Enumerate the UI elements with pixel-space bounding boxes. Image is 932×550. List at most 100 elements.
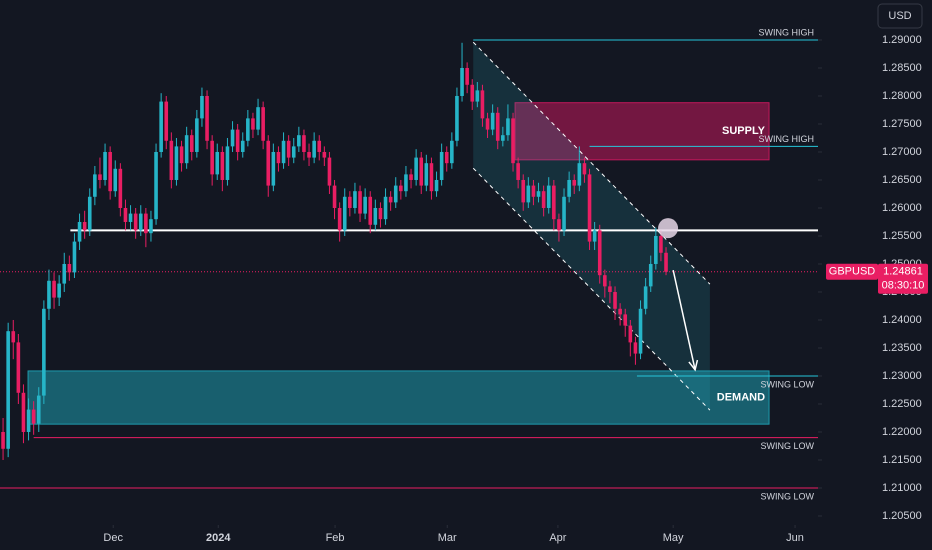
candle-body — [567, 179, 571, 197]
candle-body — [490, 112, 495, 130]
level-label: SWING LOW — [761, 491, 815, 501]
candle-body — [353, 191, 357, 208]
candle-body — [164, 101, 169, 141]
y-tick-label: 1.21500 — [882, 454, 922, 466]
candle-body — [220, 151, 225, 180]
x-tick-label: Mar — [438, 532, 457, 544]
candle-body — [93, 174, 97, 197]
y-tick-label: 1.26500 — [882, 174, 922, 186]
candle-body — [475, 90, 480, 102]
y-tick-label: 1.20500 — [882, 510, 922, 522]
candle-body — [67, 263, 72, 273]
x-tick-label: Apr — [549, 532, 566, 544]
candle-body — [118, 168, 123, 208]
candle-body — [450, 140, 454, 164]
candle-body — [404, 174, 408, 192]
last-price-label: 1.24861 — [883, 266, 923, 278]
candle-body — [470, 84, 475, 102]
candle-body — [26, 409, 31, 432]
candle-body — [424, 163, 429, 186]
candle-body — [633, 342, 638, 354]
candle-body — [511, 118, 515, 164]
candle-body — [291, 146, 296, 158]
candle-body — [246, 118, 250, 141]
candle-body — [664, 252, 668, 272]
candle-body — [98, 174, 102, 180]
candle-body — [348, 196, 352, 208]
candle-body — [378, 207, 383, 220]
candle-body — [225, 146, 230, 180]
candle-body — [235, 129, 240, 152]
y-tick-label: 1.22500 — [882, 398, 922, 410]
price-badge — [878, 263, 928, 294]
candle-body — [307, 151, 311, 158]
y-tick-label: 1.21000 — [882, 482, 922, 494]
candle-body — [113, 168, 118, 192]
candle-body — [103, 151, 107, 180]
candle-body — [266, 140, 271, 186]
candle-body — [271, 151, 276, 186]
candle-body — [195, 118, 199, 152]
candle-body — [72, 241, 77, 273]
candle-body — [358, 191, 362, 214]
candle-body — [480, 90, 485, 119]
candle-body — [592, 230, 597, 242]
plot-area — [0, 39, 818, 489]
candle-body — [536, 191, 541, 197]
candle-body — [42, 308, 46, 396]
x-tick-label: Jun — [786, 532, 804, 544]
candle-body — [659, 235, 663, 253]
y-tick-label: 1.29000 — [882, 34, 922, 46]
candle-body — [47, 280, 51, 309]
candle-body — [546, 185, 551, 208]
marker — [658, 218, 679, 239]
currency-label: USD — [888, 10, 911, 22]
candle-body — [149, 219, 153, 234]
candle-body — [36, 395, 41, 424]
candle-body — [154, 151, 158, 220]
candle-body — [62, 263, 67, 284]
candle-body — [205, 95, 209, 141]
currency-button[interactable] — [877, 3, 923, 29]
candle-body — [327, 157, 332, 186]
candle-body — [312, 140, 316, 158]
candle-body — [240, 140, 245, 152]
channel-fill — [473, 42, 710, 411]
arrow-head — [688, 359, 699, 372]
symbol-label: GBPUSD — [829, 266, 876, 278]
candle-body — [501, 135, 505, 141]
candle-body — [495, 112, 500, 141]
level-label: SWING LOW — [761, 379, 815, 389]
candle-body — [297, 135, 301, 147]
candle-body — [643, 286, 648, 309]
candle-body — [128, 213, 133, 222]
candle-body — [286, 140, 291, 158]
candle-body — [393, 185, 398, 203]
y-tick-label: 1.25500 — [882, 230, 922, 242]
candle-body — [302, 135, 306, 152]
arrow-line — [672, 269, 696, 370]
candle-body — [572, 179, 577, 186]
candle-body — [6, 331, 10, 449]
candle-body — [638, 308, 643, 354]
candle-body — [557, 219, 561, 231]
zone-label: DEMAND — [717, 391, 765, 403]
candle-body — [654, 235, 658, 264]
candle-body — [628, 325, 633, 343]
candle-body — [342, 196, 347, 231]
candle-body — [1, 431, 5, 449]
x-tick-label: Dec — [103, 532, 123, 544]
zone — [27, 370, 770, 425]
candle-body — [179, 146, 184, 164]
candle-body — [648, 263, 653, 287]
symbol-badge — [826, 263, 878, 280]
candle-body — [388, 196, 393, 203]
candle-body — [16, 342, 21, 393]
candle-body — [21, 392, 26, 432]
zone-label: SUPPLY — [722, 125, 766, 137]
candle-body — [465, 67, 469, 85]
candle-body — [363, 196, 367, 214]
candle-body — [460, 67, 464, 96]
candle-body — [444, 151, 449, 164]
